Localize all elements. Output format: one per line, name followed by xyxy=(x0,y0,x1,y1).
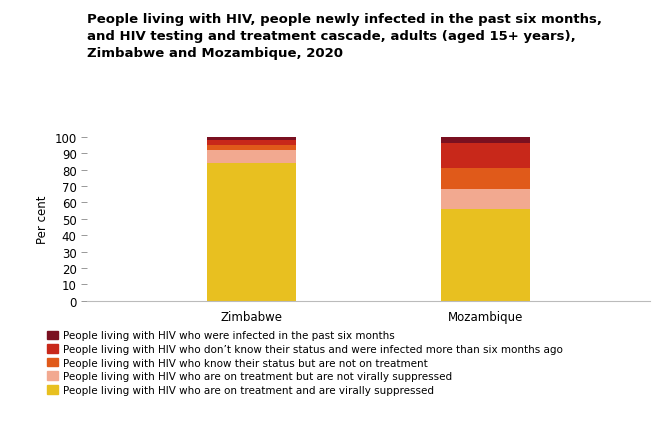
Bar xyxy=(206,150,296,164)
Bar xyxy=(442,209,531,301)
Bar xyxy=(206,146,296,150)
Bar xyxy=(206,141,296,146)
Bar xyxy=(206,164,296,301)
Bar xyxy=(442,169,531,190)
Bar xyxy=(442,190,531,209)
Bar xyxy=(442,144,531,169)
Text: People living with HIV, people newly infected in the past six months,
and HIV te: People living with HIV, people newly inf… xyxy=(87,13,602,60)
Legend: People living with HIV who were infected in the past six months, People living w: People living with HIV who were infected… xyxy=(48,331,563,395)
Bar xyxy=(206,138,296,141)
Y-axis label: Per cent: Per cent xyxy=(36,195,49,243)
Bar xyxy=(442,138,531,144)
